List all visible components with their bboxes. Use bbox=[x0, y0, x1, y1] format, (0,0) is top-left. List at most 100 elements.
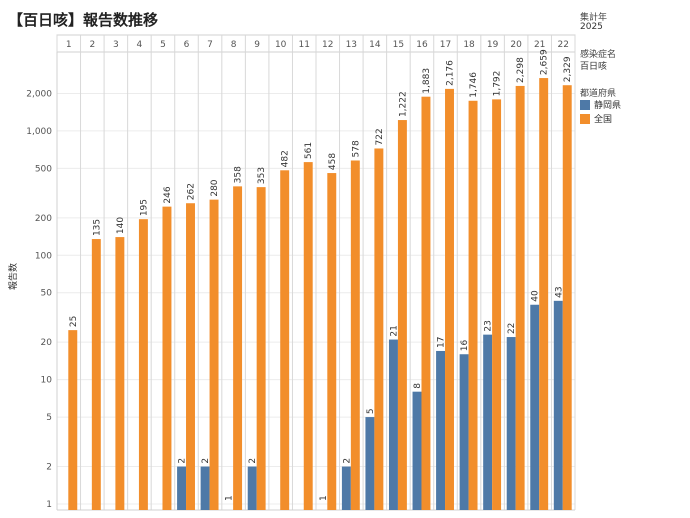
y-tick-label: 5 bbox=[46, 413, 52, 423]
data-label: 1 bbox=[225, 495, 235, 501]
year-filter-value[interactable]: 2025 bbox=[580, 22, 603, 32]
data-label: 561 bbox=[304, 142, 314, 159]
bar bbox=[350, 160, 360, 510]
bar bbox=[492, 99, 502, 510]
bar bbox=[436, 350, 446, 510]
x-category-label: 16 bbox=[416, 40, 428, 50]
bar bbox=[91, 239, 101, 511]
x-category-label: 7 bbox=[207, 40, 213, 50]
y-axis-label: 報告数 bbox=[9, 262, 19, 290]
y-tick-label: 100 bbox=[35, 251, 52, 261]
x-category-label: 1 bbox=[66, 40, 72, 50]
bar bbox=[162, 206, 172, 510]
bar bbox=[115, 237, 125, 510]
bar bbox=[256, 187, 266, 510]
x-category-label: 4 bbox=[137, 40, 143, 50]
year-filter-label: 集計年 bbox=[580, 13, 608, 23]
disease-filter-value[interactable]: 百日咳 bbox=[580, 62, 608, 72]
x-category-label: 2 bbox=[89, 40, 95, 50]
bar bbox=[445, 88, 454, 510]
data-label: 135 bbox=[92, 219, 102, 236]
x-category-label: 5 bbox=[160, 40, 166, 50]
data-label: 195 bbox=[139, 199, 149, 216]
x-category-label: 17 bbox=[440, 40, 451, 50]
bar bbox=[421, 96, 431, 510]
bar bbox=[186, 203, 195, 510]
bar bbox=[539, 78, 549, 510]
bar bbox=[303, 162, 313, 510]
data-label: 1 bbox=[319, 495, 329, 501]
y-tick-label: 20 bbox=[41, 338, 53, 348]
y-tick-label: 200 bbox=[35, 214, 52, 224]
x-category-label: 12 bbox=[322, 40, 333, 50]
y-tick-label: 1,000 bbox=[26, 127, 52, 137]
y-tick-label: 1 bbox=[46, 500, 52, 510]
legend-item-national[interactable]: 全国 bbox=[580, 112, 612, 125]
bar bbox=[68, 330, 78, 510]
x-category-label: 9 bbox=[254, 40, 260, 50]
data-label: 17 bbox=[437, 337, 447, 348]
bar bbox=[412, 391, 422, 510]
bar bbox=[247, 466, 257, 510]
data-label: 25 bbox=[69, 316, 79, 327]
data-label: 1,883 bbox=[422, 68, 432, 94]
x-category-label: 13 bbox=[346, 40, 357, 50]
data-label: 262 bbox=[187, 183, 197, 200]
data-label: 43 bbox=[554, 286, 564, 297]
bar bbox=[200, 466, 210, 510]
data-label: 2 bbox=[342, 458, 352, 464]
page-title: 【百日咳】報告数推移 bbox=[8, 11, 159, 29]
data-label: 2 bbox=[248, 458, 258, 464]
y-tick-label: 2 bbox=[46, 463, 52, 473]
data-label: 23 bbox=[484, 320, 494, 331]
legend-label-national: 全国 bbox=[594, 115, 613, 125]
data-label: 246 bbox=[163, 186, 173, 203]
data-label: 1,746 bbox=[469, 72, 479, 98]
data-label: 722 bbox=[375, 128, 385, 145]
data-label: 353 bbox=[257, 167, 267, 184]
bar bbox=[459, 354, 469, 510]
y-tick-label: 500 bbox=[35, 164, 52, 174]
bar bbox=[233, 186, 243, 510]
data-label: 2,659 bbox=[540, 49, 550, 75]
legend-swatch-shizuoka bbox=[580, 99, 590, 110]
bar bbox=[327, 173, 337, 510]
x-category-label: 14 bbox=[369, 40, 381, 50]
bar bbox=[177, 466, 187, 510]
data-label: 2 bbox=[201, 458, 211, 464]
bar bbox=[341, 466, 351, 510]
bar bbox=[209, 199, 219, 510]
data-label: 5 bbox=[366, 408, 376, 414]
x-category-label: 11 bbox=[299, 40, 310, 50]
data-label: 40 bbox=[531, 290, 541, 302]
x-category-label: 18 bbox=[463, 40, 475, 50]
x-category-label: 22 bbox=[558, 40, 569, 50]
data-label: 482 bbox=[281, 150, 291, 167]
data-label: 280 bbox=[210, 179, 220, 196]
data-label: 2,298 bbox=[516, 57, 526, 83]
bar bbox=[506, 337, 516, 510]
bar bbox=[483, 334, 493, 510]
data-label: 2,329 bbox=[563, 56, 573, 82]
bar bbox=[530, 304, 540, 510]
x-category-label: 21 bbox=[534, 40, 545, 50]
legend-swatch-national bbox=[580, 113, 590, 124]
y-tick-label: 10 bbox=[41, 376, 53, 386]
disease-filter-label: 感染症名 bbox=[580, 50, 617, 60]
data-label: 22 bbox=[507, 323, 517, 334]
x-category-label: 20 bbox=[510, 40, 522, 50]
x-category-label: 8 bbox=[231, 40, 237, 50]
bar bbox=[397, 120, 407, 510]
bar bbox=[374, 148, 384, 510]
data-label: 358 bbox=[234, 166, 244, 183]
data-label: 140 bbox=[116, 217, 126, 234]
bar bbox=[562, 85, 572, 510]
legend-item-shizuoka[interactable]: 静岡県 bbox=[580, 98, 621, 111]
bar bbox=[468, 100, 478, 510]
data-label: 1,792 bbox=[493, 71, 503, 97]
x-category-label: 19 bbox=[487, 40, 499, 50]
data-label: 21 bbox=[389, 325, 399, 336]
data-label: 16 bbox=[460, 340, 470, 352]
x-category-label: 6 bbox=[184, 40, 190, 50]
